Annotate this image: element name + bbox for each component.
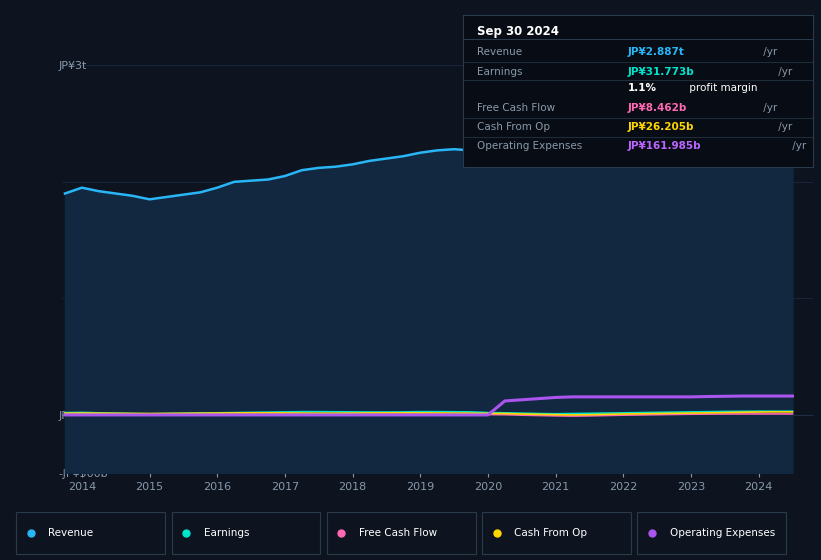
FancyBboxPatch shape [482, 512, 631, 554]
Text: Operating Expenses: Operating Expenses [477, 142, 582, 152]
Text: JP¥31.773b: JP¥31.773b [627, 67, 695, 77]
Text: Free Cash Flow: Free Cash Flow [359, 528, 437, 538]
Text: JP¥161.985b: JP¥161.985b [627, 142, 701, 152]
Text: JP¥8.462b: JP¥8.462b [627, 102, 687, 113]
FancyBboxPatch shape [637, 512, 787, 554]
FancyBboxPatch shape [327, 512, 475, 554]
Text: Cash From Op: Cash From Op [477, 122, 550, 132]
Text: Revenue: Revenue [48, 528, 94, 538]
Text: Earnings: Earnings [477, 67, 522, 77]
Text: Sep 30 2024: Sep 30 2024 [477, 25, 559, 38]
Text: 1.1%: 1.1% [627, 83, 657, 93]
Text: Operating Expenses: Operating Expenses [670, 528, 775, 538]
Text: Earnings: Earnings [204, 528, 250, 538]
FancyBboxPatch shape [172, 512, 320, 554]
Text: /yr: /yr [774, 67, 791, 77]
Text: /yr: /yr [774, 122, 791, 132]
Text: /yr: /yr [759, 102, 777, 113]
Text: /yr: /yr [789, 142, 806, 152]
Text: Free Cash Flow: Free Cash Flow [477, 102, 555, 113]
FancyBboxPatch shape [16, 512, 165, 554]
Text: Cash From Op: Cash From Op [514, 528, 587, 538]
Text: profit margin: profit margin [686, 83, 758, 93]
Text: JP¥2.887t: JP¥2.887t [627, 47, 685, 57]
Text: JP¥26.205b: JP¥26.205b [627, 122, 694, 132]
Text: Revenue: Revenue [477, 47, 522, 57]
Text: /yr: /yr [759, 47, 777, 57]
